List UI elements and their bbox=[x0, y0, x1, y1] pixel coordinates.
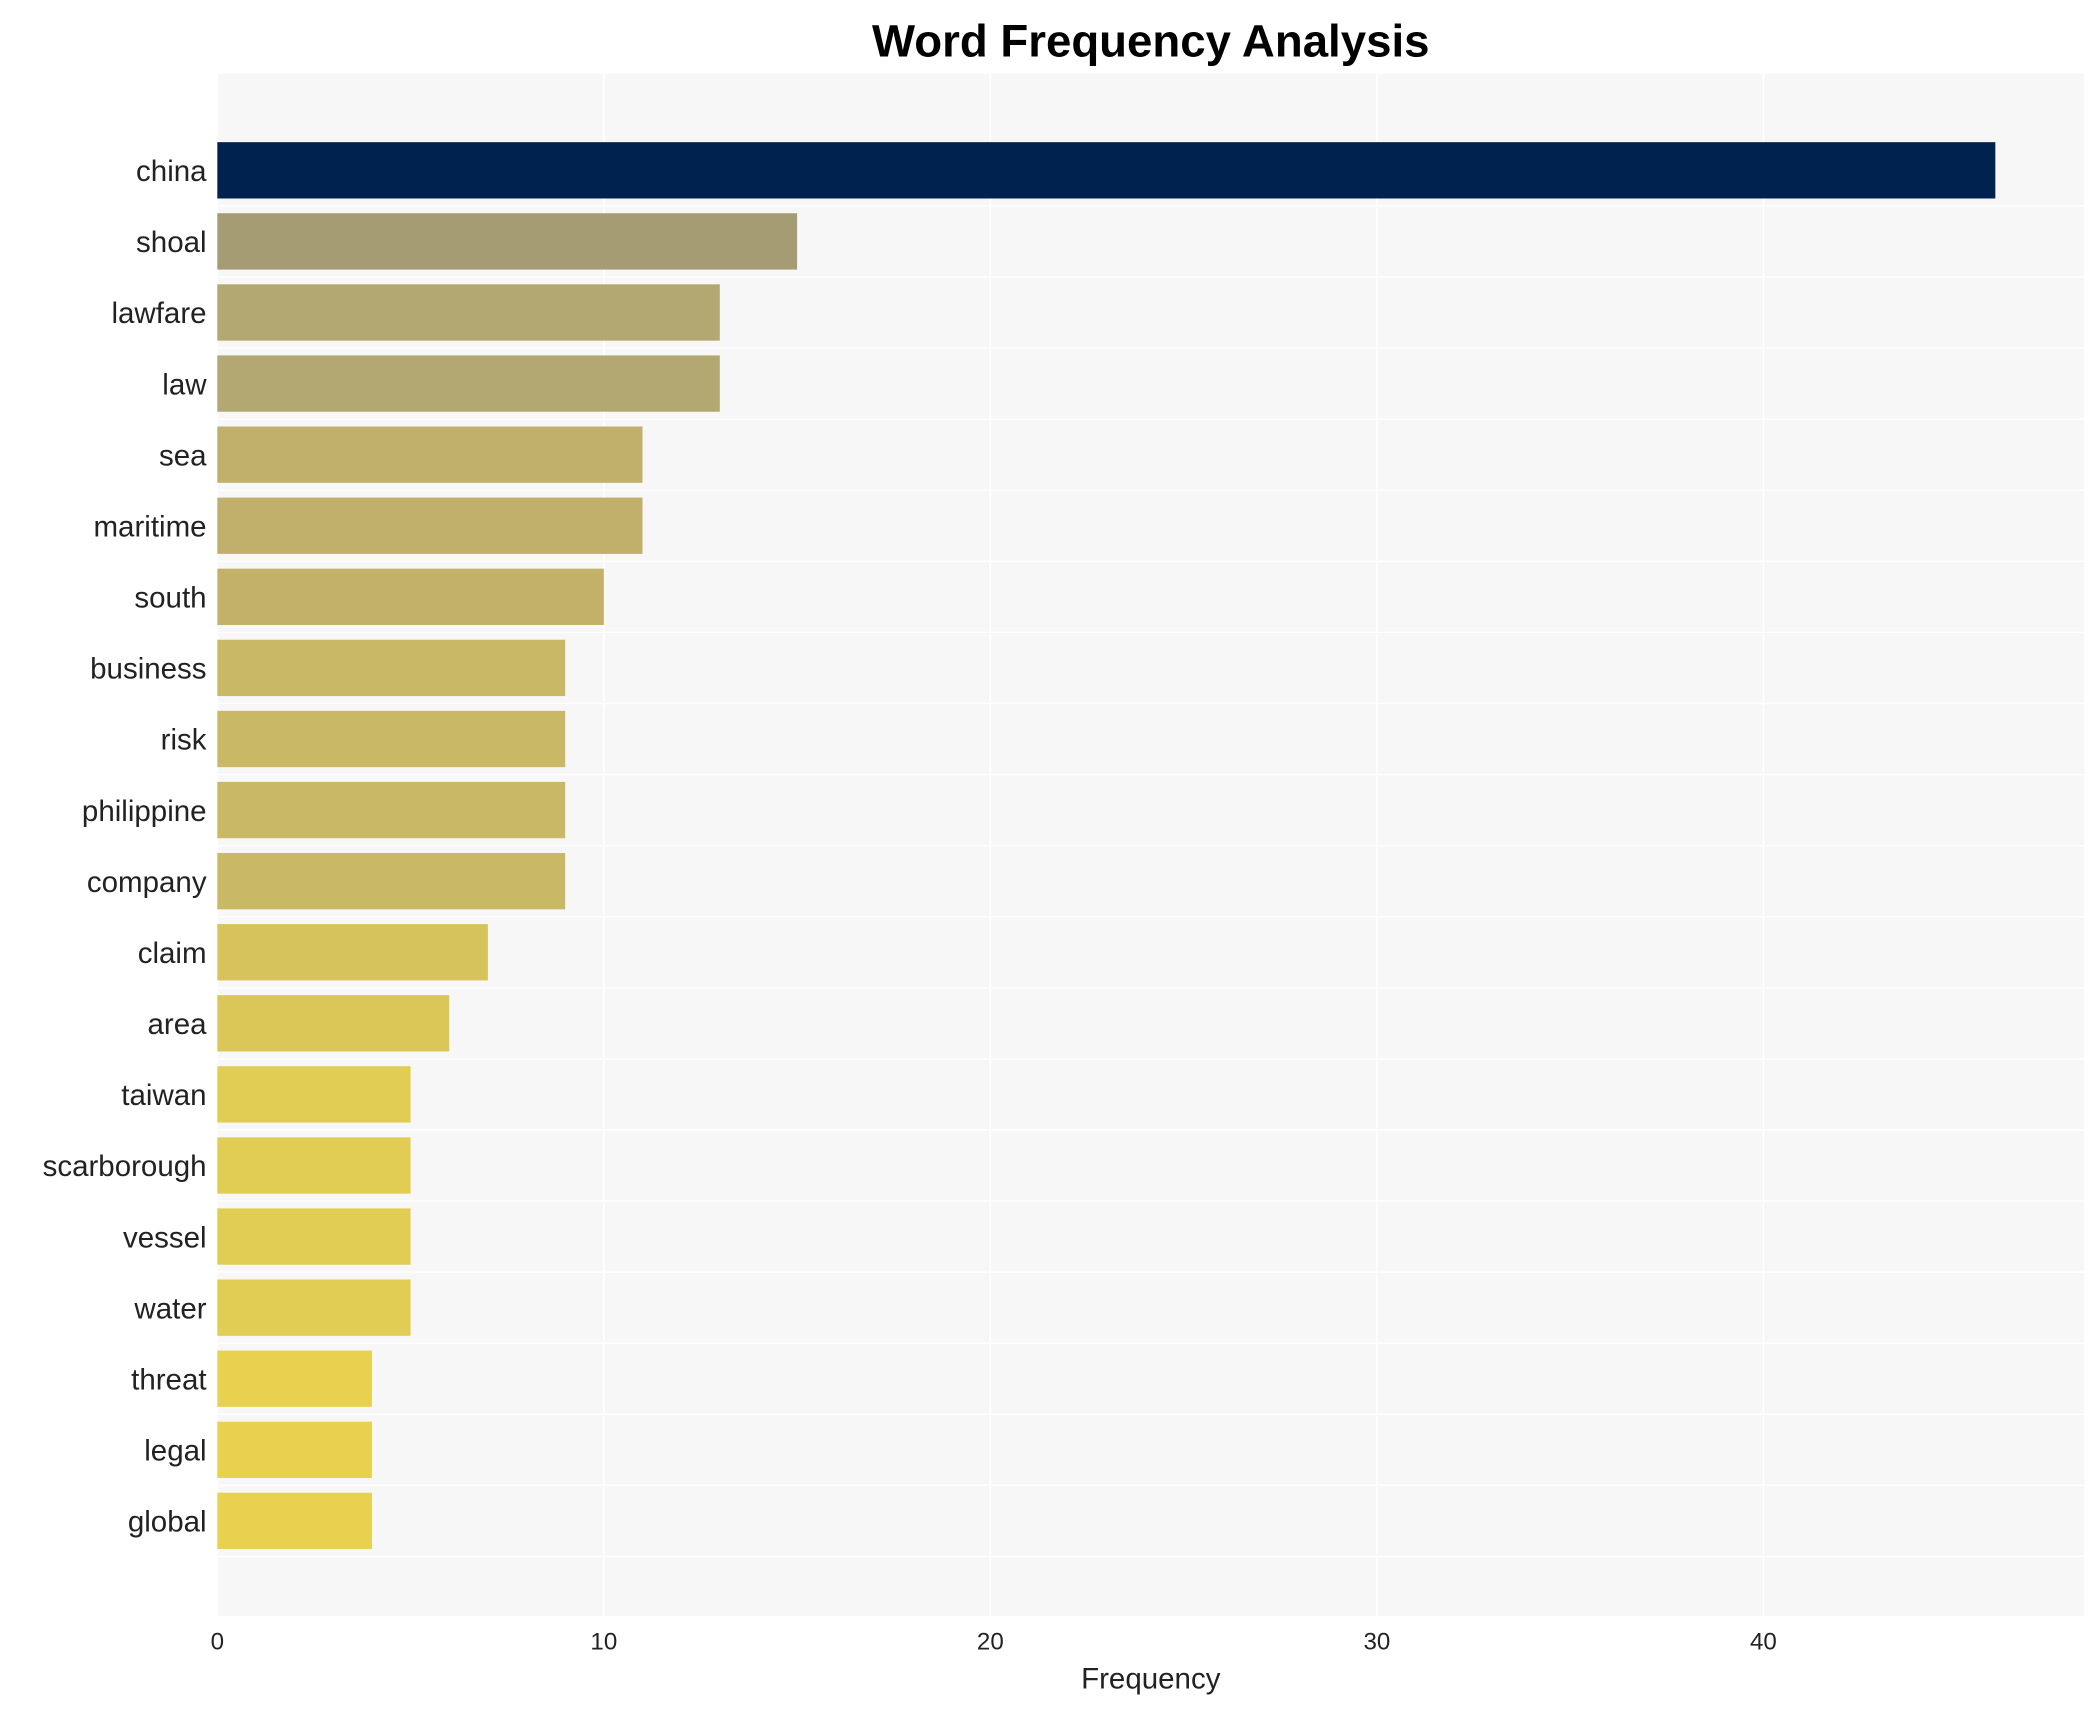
chart-title: Word Frequency Analysis bbox=[872, 15, 1429, 66]
y-tick-label: philippine bbox=[82, 795, 207, 828]
bar-risk bbox=[217, 710, 566, 768]
y-tick-label: water bbox=[133, 1292, 206, 1325]
y-tick-label: global bbox=[128, 1506, 207, 1539]
y-tick-label: law bbox=[162, 368, 207, 401]
y-tick-label: claim bbox=[138, 937, 207, 970]
bar-philippine bbox=[217, 781, 566, 839]
bar-maritime bbox=[217, 497, 643, 554]
bar-area bbox=[217, 995, 450, 1052]
y-tick-label: scarborough bbox=[43, 1150, 207, 1183]
x-axis-label: Frequency bbox=[1081, 1663, 1221, 1696]
bar-taiwan bbox=[217, 1066, 411, 1123]
bar-business bbox=[217, 639, 566, 697]
y-tick-label: south bbox=[134, 582, 206, 615]
x-tick-label: 10 bbox=[590, 1629, 617, 1656]
y-tick-label: lawfare bbox=[111, 297, 206, 330]
bar-law bbox=[217, 355, 720, 412]
bar-vessel bbox=[217, 1208, 411, 1265]
y-tick-label: sea bbox=[159, 439, 207, 472]
y-tick-label: threat bbox=[131, 1363, 206, 1396]
y-tick-label: taiwan bbox=[121, 1079, 206, 1112]
y-tick-label: area bbox=[148, 1008, 208, 1041]
y-tick-label: vessel bbox=[123, 1221, 207, 1254]
y-tick-label: maritime bbox=[93, 510, 206, 543]
bar-scarborough bbox=[217, 1137, 411, 1194]
y-tick-label: risk bbox=[161, 724, 207, 757]
x-tick-label: 0 bbox=[211, 1629, 224, 1656]
bar-company bbox=[217, 852, 566, 910]
x-tick-label: 20 bbox=[977, 1629, 1004, 1656]
x-tick-label: 30 bbox=[1363, 1629, 1390, 1656]
y-tick-label: legal bbox=[144, 1435, 206, 1468]
bar-china bbox=[217, 142, 1996, 199]
bar-water bbox=[217, 1279, 411, 1336]
y-tick-label: china bbox=[136, 155, 207, 188]
bar-lawfare bbox=[217, 284, 720, 341]
x-tick-label: 40 bbox=[1750, 1629, 1777, 1656]
bar-south bbox=[217, 568, 604, 625]
bar-shoal bbox=[217, 213, 798, 270]
bar-sea bbox=[217, 426, 643, 483]
bar-global bbox=[217, 1492, 372, 1550]
bar-legal bbox=[217, 1421, 372, 1478]
y-tick-label: shoal bbox=[136, 226, 207, 259]
bar-threat bbox=[217, 1350, 372, 1407]
bar-claim bbox=[217, 924, 488, 981]
y-tick-label: company bbox=[87, 866, 207, 899]
y-tick-label: business bbox=[90, 653, 206, 686]
